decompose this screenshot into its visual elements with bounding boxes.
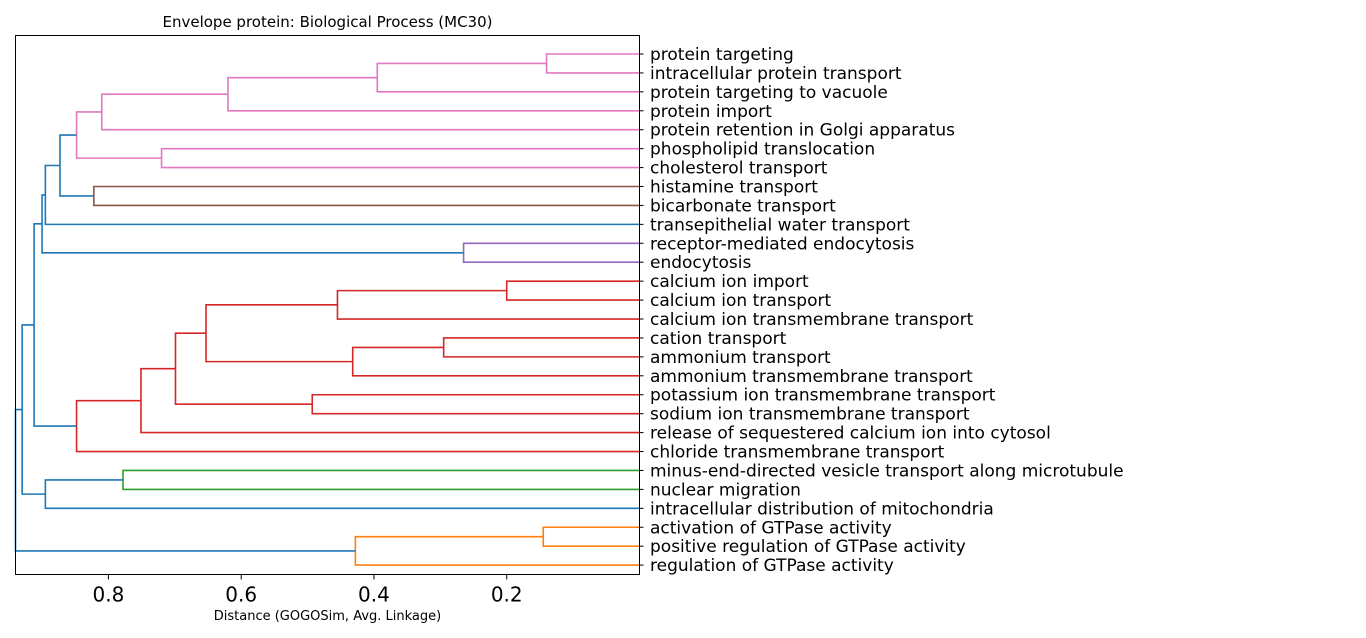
leaf-label: potassium ion transmembrane transport — [650, 386, 996, 406]
x-axis-ticks: 0.8 0.6 0.4 0.2 — [93, 574, 523, 607]
leaf-label: positive regulation of GTPase activity — [650, 537, 966, 557]
leaf-label: protein retention in Golgi apparatus — [650, 121, 955, 141]
dendrogram-link — [351, 346, 640, 377]
leaf-label: chloride transmembrane transport — [650, 443, 945, 463]
leaf-label: sodium ion transmembrane transport — [650, 405, 970, 425]
dendrogram-links — [14, 53, 640, 566]
dendrogram-link — [75, 399, 640, 453]
leaf-label: transepithelial water transport — [650, 215, 910, 235]
leaf-label: phospholipid translocation — [650, 140, 875, 160]
leaf-label: endocytosis — [650, 253, 751, 273]
leaf-label: cation transport — [650, 329, 787, 349]
dendrogram-link — [462, 242, 640, 264]
leaf-label: receptor-mediated endocytosis — [650, 234, 915, 254]
dendrogram-link — [376, 62, 640, 93]
leaf-label: intracellular distribution of mitochondr… — [650, 499, 994, 519]
dendrogram-link — [33, 223, 77, 427]
leaf-label: calcium ion transport — [650, 291, 831, 311]
leaf-label: regulation of GTPase activity — [650, 556, 894, 576]
leaf-label: ammonium transmembrane transport — [650, 367, 973, 387]
dendrogram-link — [542, 526, 640, 547]
dendrogram-link — [442, 337, 640, 358]
dendrogram-link — [41, 194, 464, 254]
dendrogram-link — [354, 535, 640, 566]
leaf-label: minus-end-directed vesicle transport alo… — [650, 461, 1124, 481]
leaf-label: protein targeting — [650, 45, 794, 65]
dendrogram-link — [311, 393, 640, 415]
leaf-label: ammonium transport — [650, 348, 831, 368]
dendrogram-link — [336, 289, 640, 320]
leaf-label: intracellular protein transport — [650, 64, 902, 84]
dendrogram-link — [140, 367, 640, 434]
leaf-label: protein targeting to vacuole — [650, 83, 888, 103]
dendrogram-link — [100, 93, 640, 131]
dendrogram-link — [505, 280, 640, 301]
leaf-label: release of sequestered calcium ion into … — [650, 424, 1051, 444]
dendrogram-link — [75, 111, 162, 159]
leaf-label: activation of GTPase activity — [650, 518, 892, 538]
plot-frame — [15, 35, 640, 575]
leaf-label: protein import — [650, 102, 772, 122]
leaf-label: cholesterol transport — [650, 159, 828, 179]
dendrogram-link — [21, 324, 46, 495]
dendrogram-link — [545, 53, 640, 74]
dendrogram-link — [93, 185, 640, 207]
dendrogram-link — [122, 469, 640, 491]
dendrogram-link — [44, 479, 640, 510]
dendrogram-link — [160, 147, 640, 169]
leaf-label: calcium ion import — [650, 272, 809, 292]
x-tick-label: 0.2 — [491, 583, 523, 607]
x-tick-label: 0.4 — [358, 583, 390, 607]
x-tick-label: 0.6 — [225, 583, 257, 607]
dendrogram-link — [227, 76, 640, 112]
dendrogram-link — [59, 134, 94, 197]
leaf-label: nuclear migration — [650, 480, 801, 500]
dendrogram-link — [205, 304, 353, 363]
chart-title: Envelope protein: Biological Process (MC… — [162, 13, 492, 31]
leaf-label: bicarbonate transport — [650, 196, 836, 216]
dendrogram-link — [44, 164, 640, 226]
x-tick-label: 0.8 — [93, 583, 125, 607]
x-axis-label: Distance (GOGOSim, Avg. Linkage) — [214, 609, 441, 624]
leaf-label: calcium ion transmembrane transport — [650, 310, 974, 330]
dendrogram-link — [174, 332, 313, 406]
leaf-label: histamine transport — [650, 178, 818, 198]
